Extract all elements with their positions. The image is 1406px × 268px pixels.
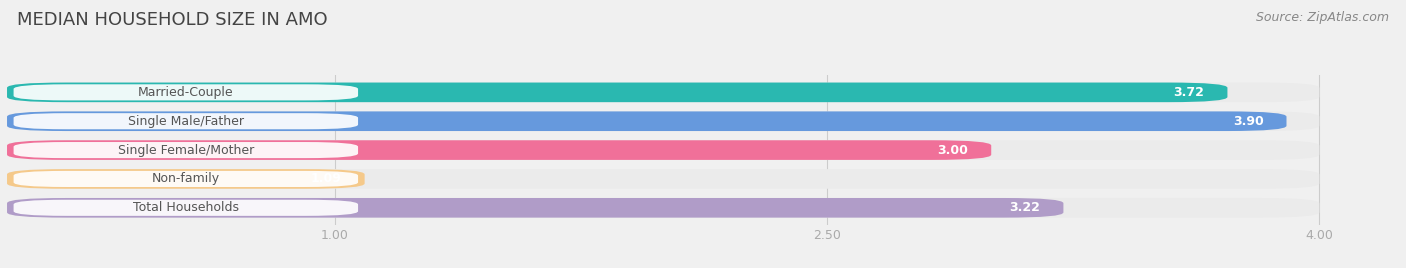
FancyBboxPatch shape: [14, 84, 359, 100]
FancyBboxPatch shape: [7, 83, 1227, 102]
FancyBboxPatch shape: [14, 200, 359, 216]
FancyBboxPatch shape: [7, 169, 364, 189]
Text: Source: ZipAtlas.com: Source: ZipAtlas.com: [1256, 11, 1389, 24]
Text: Single Male/Father: Single Male/Father: [128, 115, 243, 128]
Text: Married-Couple: Married-Couple: [138, 86, 233, 99]
FancyBboxPatch shape: [7, 169, 1319, 189]
FancyBboxPatch shape: [7, 198, 1063, 218]
Text: 1.09: 1.09: [311, 172, 342, 185]
FancyBboxPatch shape: [7, 198, 1319, 218]
Text: Single Female/Mother: Single Female/Mother: [118, 144, 254, 157]
FancyBboxPatch shape: [7, 111, 1286, 131]
Text: 3.72: 3.72: [1174, 86, 1205, 99]
Text: 3.00: 3.00: [938, 144, 969, 157]
Text: Total Households: Total Households: [132, 201, 239, 214]
FancyBboxPatch shape: [7, 111, 1319, 131]
Text: 3.22: 3.22: [1010, 201, 1040, 214]
FancyBboxPatch shape: [14, 142, 359, 158]
FancyBboxPatch shape: [7, 140, 1319, 160]
FancyBboxPatch shape: [14, 171, 359, 187]
FancyBboxPatch shape: [14, 113, 359, 129]
Text: Non-family: Non-family: [152, 172, 219, 185]
Text: MEDIAN HOUSEHOLD SIZE IN AMO: MEDIAN HOUSEHOLD SIZE IN AMO: [17, 11, 328, 29]
Text: 3.90: 3.90: [1233, 115, 1264, 128]
FancyBboxPatch shape: [7, 83, 1319, 102]
FancyBboxPatch shape: [7, 140, 991, 160]
